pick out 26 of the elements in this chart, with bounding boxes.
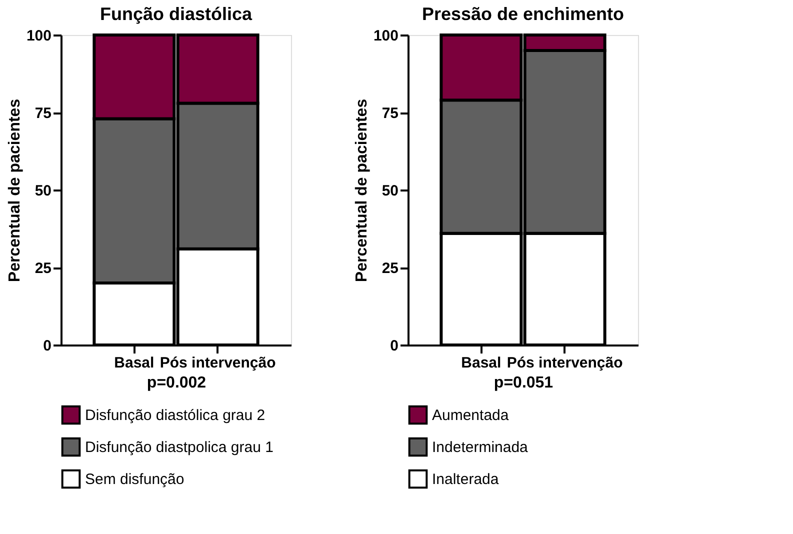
legend-label: Sem disfunção xyxy=(85,471,184,488)
legend-label: Indeterminada xyxy=(432,439,529,456)
y-tick-label: 100 xyxy=(373,28,398,44)
legend-label: Disfunção diastpolica grau 1 xyxy=(85,439,274,456)
y-axis-title: Percentual de pacientes xyxy=(353,98,370,282)
y-tick-label: 0 xyxy=(390,338,398,354)
legend-label: Aumentada xyxy=(432,407,510,424)
y-tick-label: 0 xyxy=(43,338,52,354)
y-tick-label: 100 xyxy=(26,28,52,44)
text: p=0.002 xyxy=(146,374,206,392)
y-tick-label: 25 xyxy=(382,260,398,277)
x-tick-label: Pós intervenção xyxy=(506,354,623,372)
legend-label: Disfunção diastólica grau 2 xyxy=(85,407,266,424)
y-tick-label: 75 xyxy=(382,105,398,122)
y-tick-label: 50 xyxy=(34,182,52,200)
x-tick-label: Basal xyxy=(461,354,502,372)
x-tick-label: Pós intervenção xyxy=(160,354,276,372)
chart-title: Pressão de enchimento xyxy=(422,4,624,24)
y-tick-label: 25 xyxy=(34,260,52,277)
y-tick-label: 50 xyxy=(382,182,398,200)
text: p=0.051 xyxy=(494,374,554,392)
x-tick-label: Basal xyxy=(114,354,154,372)
y-axis-title: Percentual de pacientes xyxy=(6,98,24,282)
legend-label: Inalterada xyxy=(432,471,500,488)
chart-title: Função diastólica xyxy=(100,4,253,24)
y-tick-label: 75 xyxy=(34,105,52,122)
